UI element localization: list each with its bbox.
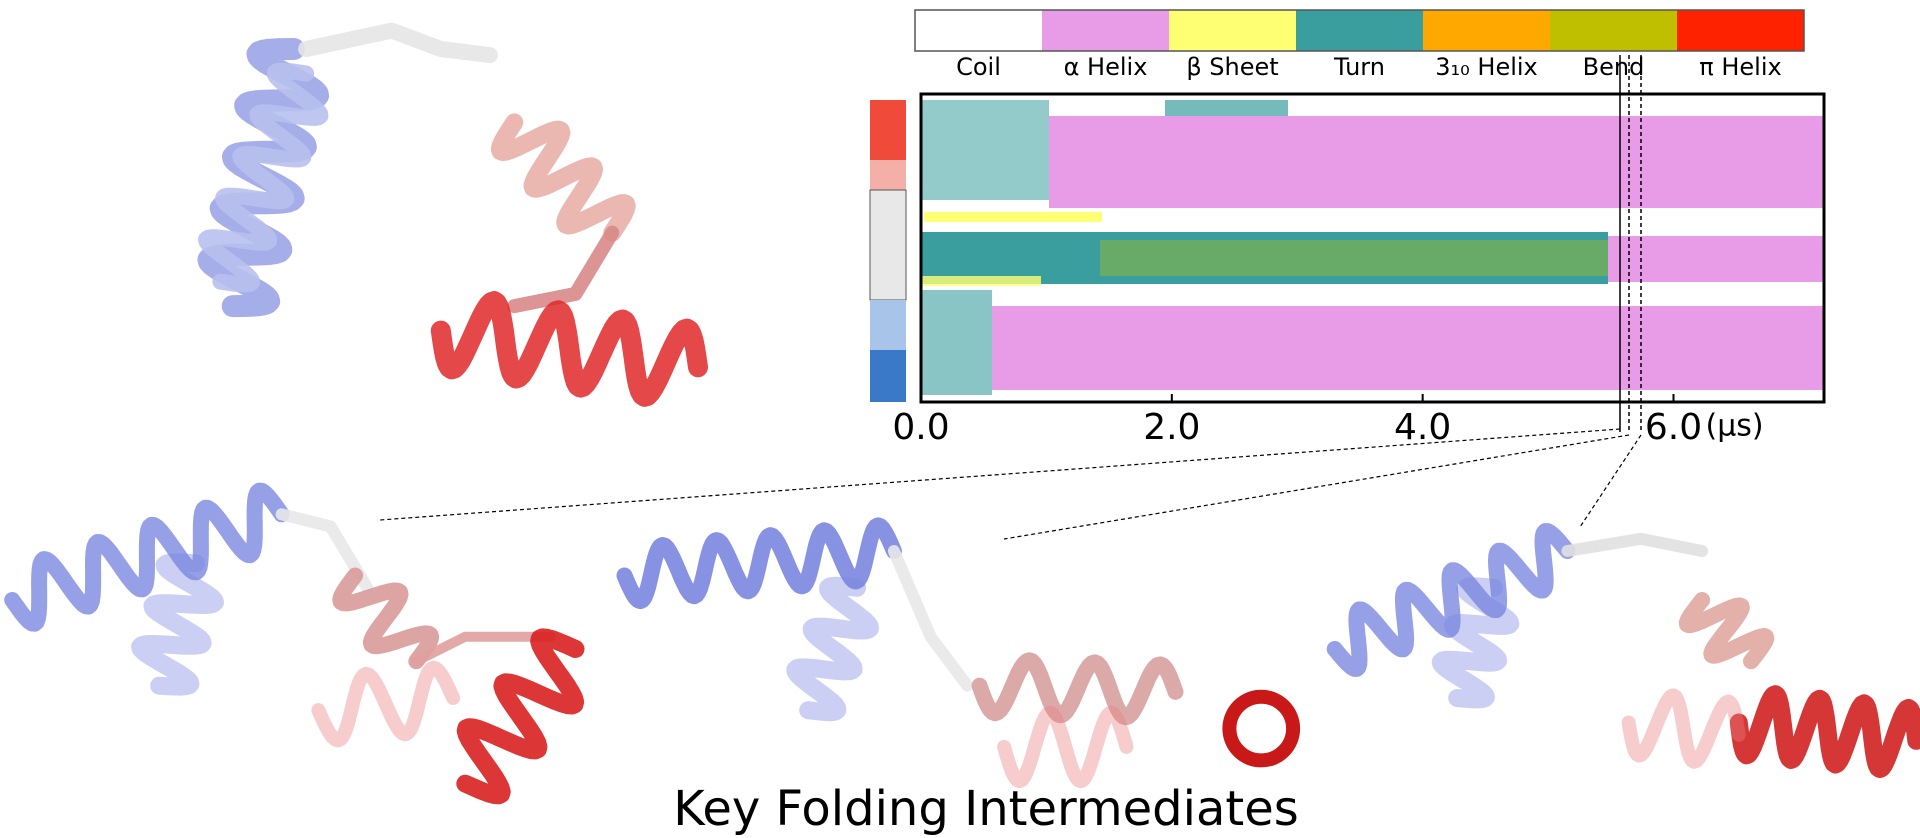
legend-swatch: [1042, 10, 1169, 51]
residue-strip: [870, 300, 906, 350]
legend-label: α Helix: [1064, 53, 1148, 81]
legend-label: 3₁₀ Helix: [1435, 53, 1538, 81]
connector: [1004, 435, 1629, 539]
helix-region: [1049, 116, 1824, 208]
helix-region: [992, 306, 1824, 390]
loop-ribbon: [306, 31, 490, 55]
caption: Key Folding Intermediates: [673, 781, 1299, 837]
helix-ribbon: [795, 586, 870, 712]
x-tick-label: 4.0: [1394, 407, 1451, 448]
helix-ribbon: [980, 660, 1176, 717]
helix-ribbon: [1229, 697, 1293, 761]
x-tick-label: 6.0: [1645, 407, 1702, 448]
bend-region: [1100, 240, 1608, 276]
residue-strip: [870, 100, 906, 160]
legend-label: β Sheet: [1186, 53, 1278, 81]
helix-ribbon: [340, 576, 431, 662]
legend-swatch: [1423, 10, 1550, 51]
timeline-plot: [380, 55, 1824, 539]
residue-strip: [870, 350, 906, 402]
sheet-region: [921, 276, 1041, 286]
legend-label: Coil: [956, 53, 1001, 81]
legend-label: Turn: [1333, 53, 1385, 81]
x-tick-label: 2.0: [1143, 407, 1200, 448]
legend-swatch: [915, 10, 1042, 51]
helix-ribbon: [1687, 600, 1767, 661]
residue-strip: [870, 160, 906, 190]
helix-ribbon: [1335, 531, 1568, 669]
connector: [1580, 435, 1641, 527]
legend-swatch: [1296, 10, 1423, 51]
turn-region: [921, 290, 992, 395]
helix-ribbon: [1004, 713, 1126, 782]
legend-label: Bend: [1583, 53, 1645, 81]
legend-swatch: [1550, 10, 1677, 51]
helix-ribbon: [465, 637, 575, 795]
residue-strip: [870, 190, 906, 300]
legend-swatch: [1169, 10, 1296, 51]
loop-ribbon: [1567, 539, 1702, 551]
sheet-region: [924, 212, 1102, 222]
helix-ribbon: [500, 122, 627, 232]
loop-ribbon: [894, 551, 968, 686]
turn-region: [921, 100, 1049, 200]
loop-ribbon: [514, 233, 612, 306]
helix-ribbon: [441, 301, 698, 397]
legend-label: π Helix: [1699, 53, 1781, 81]
figure: Coil α Helix β Sheet Turn 3₁₀ Helix Bend π Hel…: [0, 0, 1920, 838]
legend: Coil α Helix β Sheet Turn 3₁₀ Helix Bend π Hel…: [915, 10, 1804, 81]
x-unit: (μs): [1706, 409, 1764, 444]
x-tick-label: 0.0: [892, 407, 949, 448]
helix-ribbon: [1739, 694, 1917, 769]
helix-ribbon: [318, 668, 453, 741]
helix-ribbon: [1629, 695, 1739, 761]
legend-swatch: [1677, 10, 1804, 51]
